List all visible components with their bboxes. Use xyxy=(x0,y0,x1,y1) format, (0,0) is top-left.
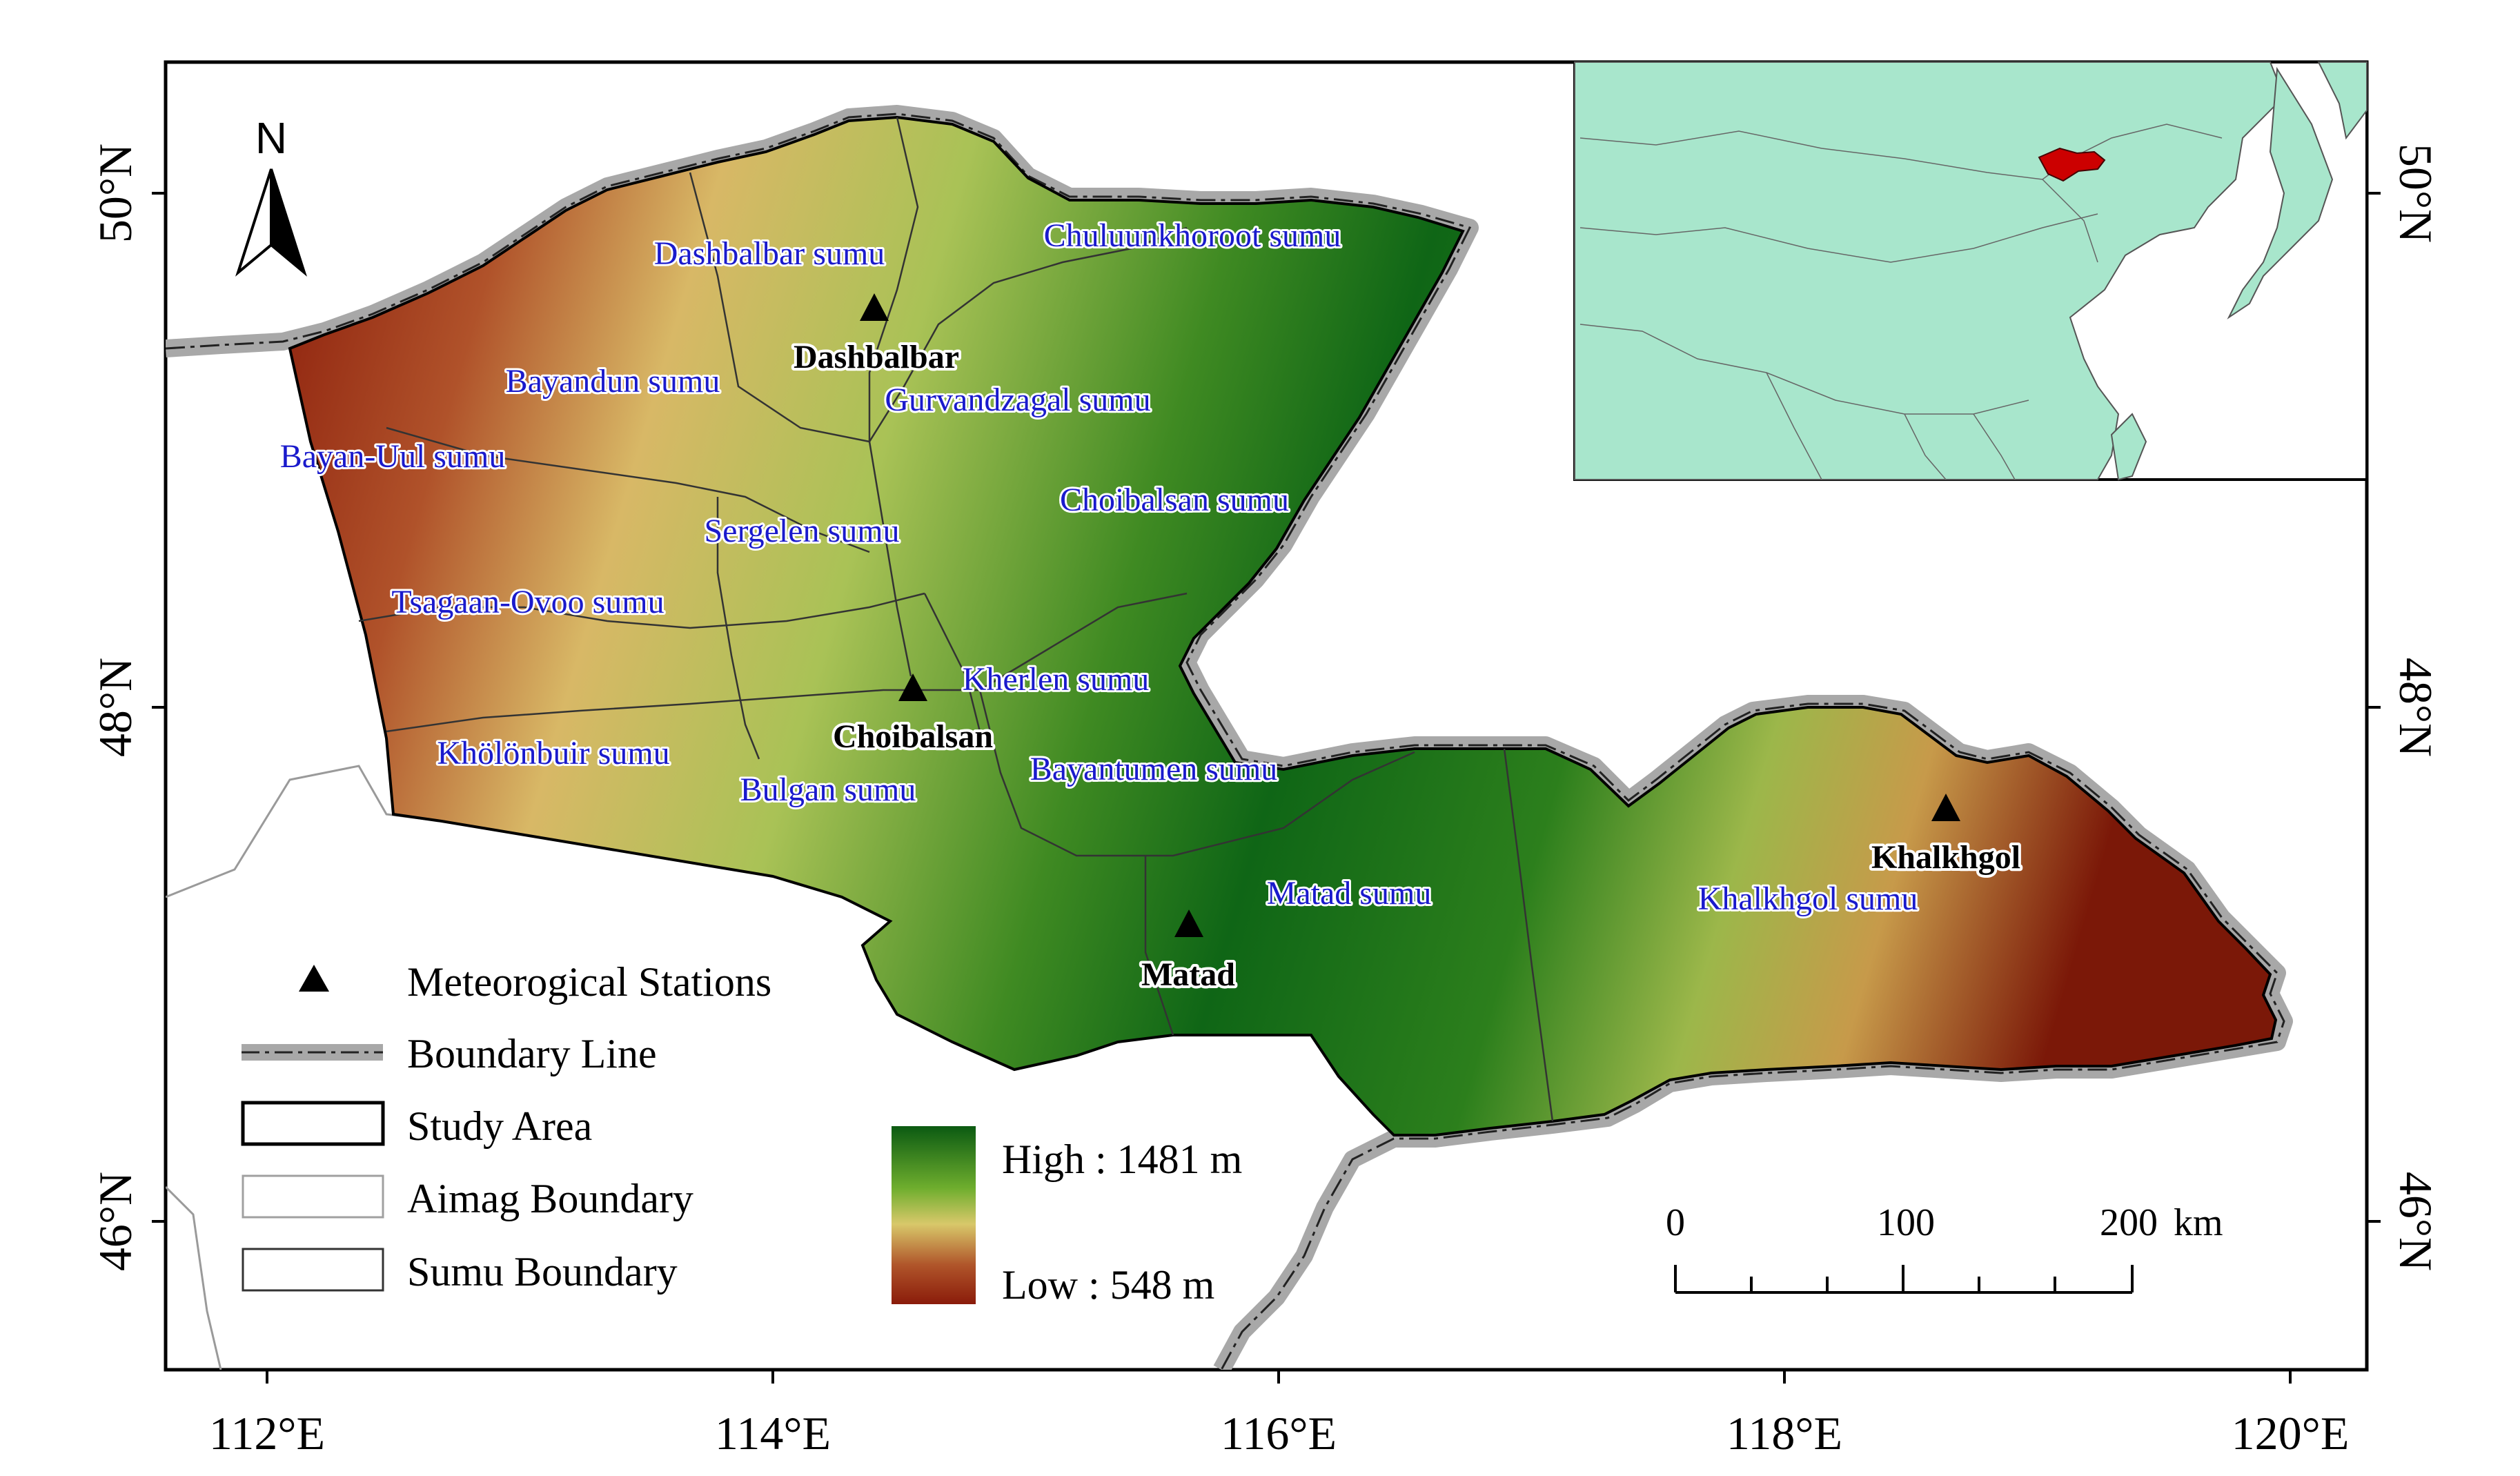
sumu-label-dashbalbar: Dashbalbar sumu xyxy=(654,235,885,272)
boundary-line-dash xyxy=(166,112,2285,1370)
aimag-boundary xyxy=(166,1185,222,1370)
sumu-label-choibalsan: Choibalsan sumu xyxy=(1060,482,1289,518)
x-tick-label: 112°E xyxy=(209,1407,325,1459)
sumu-label-kholonbuir: Khölönbuir sumu xyxy=(437,735,669,771)
station-label-matad: Matad xyxy=(1141,956,1235,993)
legend-label-study-area: Study Area xyxy=(407,1103,592,1149)
x-tick-label: 116°E xyxy=(1221,1407,1337,1459)
station-label-khalkhgol: Khalkhgol xyxy=(1871,839,2020,876)
legend-label-boundary-line: Boundary Line xyxy=(407,1031,657,1076)
y-tick-label-left: 50°N xyxy=(89,144,141,243)
scale-unit: km xyxy=(2174,1201,2223,1244)
sumu-label-chuluunkhoroot: Chuluunkhoroot sumu xyxy=(1044,217,1341,254)
station-marker-icon xyxy=(1174,909,1203,937)
inset-borders xyxy=(1579,124,2223,480)
sumu-label-khalkhgol: Khalkhgol sumu xyxy=(1698,880,1918,917)
sumu-label-sergelen: Sergelen sumu xyxy=(704,513,899,549)
sumu-label-bayan-uul: Bayan-Uul sumu xyxy=(280,438,506,475)
legend-station-icon xyxy=(299,965,329,992)
sumu-label-matad: Matad sumu xyxy=(1267,875,1432,912)
station-label-dashbalbar: Dashbalbar xyxy=(794,339,959,375)
inset-land xyxy=(2317,61,2368,140)
scale-label-0: 0 xyxy=(1666,1201,1685,1244)
inset-land xyxy=(2110,413,2147,481)
legend: Meteorogical Stations Boundary Line Stud… xyxy=(241,959,1242,1308)
sumu-label-bayantumen: Bayantumen sumu xyxy=(1030,751,1278,787)
y-tick-label-right: 48°N xyxy=(2390,658,2442,757)
x-tick-label: 114°E xyxy=(715,1407,831,1459)
inset-land xyxy=(2227,66,2334,319)
north-label: N xyxy=(255,113,287,163)
elevation-colorbar xyxy=(892,1126,976,1304)
inset-land xyxy=(1574,61,2285,480)
legend-label-sumu: Sumu Boundary xyxy=(407,1249,678,1295)
station-marker-icon xyxy=(898,673,927,701)
station-label-choibalsan: Choibalsan xyxy=(833,718,993,755)
station-marker-icon xyxy=(1931,794,1960,821)
x-tick-label: 120°E xyxy=(2232,1407,2350,1459)
study-area-highlight xyxy=(2038,147,2106,182)
sumu-label-gurvandzagal: Gurvandzagal sumu xyxy=(885,382,1150,418)
y-tick-label-right: 50°N xyxy=(2390,144,2442,243)
x-tick-label: 118°E xyxy=(1726,1407,1842,1459)
station-marker-icon xyxy=(860,293,889,321)
y-tick-label-left: 48°N xyxy=(89,658,141,757)
study-area xyxy=(288,115,2278,1136)
north-arrow-icon: N xyxy=(235,113,307,277)
y-tick-label-left: 46°N xyxy=(89,1172,141,1271)
sumu-label-kherlen: Kherlen sumu xyxy=(963,661,1150,698)
scale-label-200: 200 xyxy=(2100,1201,2158,1244)
sumu-label-bayandun: Bayandun sumu xyxy=(506,363,720,400)
legend-label-stations: Meteorogical Stations xyxy=(407,959,771,1005)
legend-elevation-high: High : 1481 m xyxy=(1002,1136,1242,1182)
legend-label-aimag: Aimag Boundary xyxy=(407,1176,693,1221)
axis-ticks xyxy=(152,192,2381,1384)
inset-map xyxy=(1573,61,2368,481)
y-tick-label-right: 46°N xyxy=(2390,1172,2442,1271)
scale-bar: 0 100 200 km xyxy=(1666,1201,2223,1294)
sumu-label-bulgan: Bulgan sumu xyxy=(740,771,916,808)
legend-elevation-low: Low : 548 m xyxy=(1002,1262,1214,1308)
scale-label-100: 100 xyxy=(1877,1201,1935,1244)
sumu-boundaries xyxy=(358,117,1554,1122)
sumu-label-tsagaan-ovoo: Tsagaan-Ovoo sumu xyxy=(391,584,664,620)
